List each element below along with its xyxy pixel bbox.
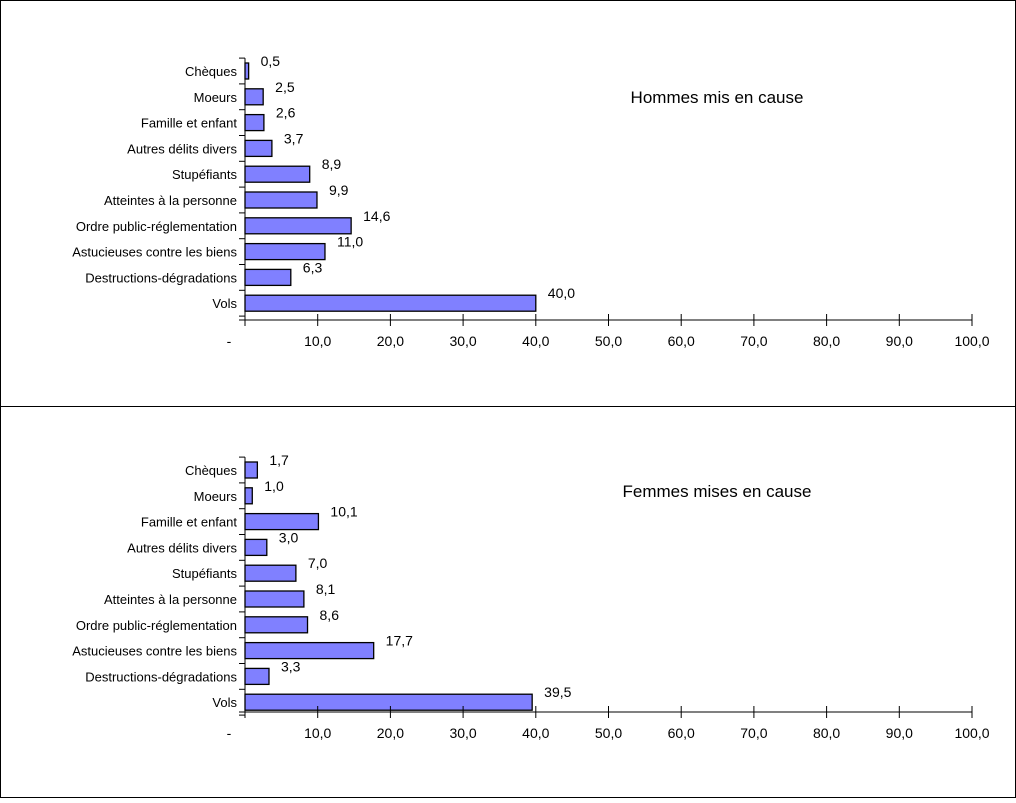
category-label: Destructions-dégradations <box>85 270 237 285</box>
x-tick-label: 100,0 <box>954 333 989 349</box>
category-label: Autres délits divers <box>127 141 237 156</box>
bar <box>244 217 352 235</box>
category-label: Autres délits divers <box>127 540 237 555</box>
data-label: 10,1 <box>330 504 357 520</box>
data-label: 8,6 <box>320 607 340 623</box>
bar <box>244 294 537 312</box>
bar <box>244 113 265 132</box>
x-tick-label: 70,0 <box>740 333 767 349</box>
bar <box>244 242 326 261</box>
bar <box>244 641 375 660</box>
x-tick-label: 50,0 <box>595 725 622 741</box>
bar <box>244 139 273 158</box>
data-label: 6,3 <box>303 259 323 275</box>
chart-2: Chèques 1,7 Moeurs 1,0 Famille et enfant 10,1… <box>72 452 989 741</box>
data-label: 0,5 <box>261 53 281 69</box>
category-label: Stupéfiants <box>172 566 238 581</box>
category-label: Vols <box>212 695 237 710</box>
bar <box>244 616 309 634</box>
bar <box>244 191 318 209</box>
category-label: Ordre public-réglementation <box>76 618 237 633</box>
bar <box>244 268 292 287</box>
data-label: 14,6 <box>363 208 390 224</box>
data-label: 39,5 <box>544 684 571 700</box>
category-label: Atteintes à la personne <box>104 193 237 208</box>
category-label: Chèques <box>185 463 238 478</box>
x-tick-label: 20,0 <box>377 725 404 741</box>
category-label: Astucieuses contre les biens <box>72 245 237 260</box>
data-label: 7,0 <box>308 555 328 571</box>
data-label: 17,7 <box>386 633 413 649</box>
category-label: Destructions-dégradations <box>85 669 237 684</box>
category-label: Chèques <box>185 64 238 79</box>
bar <box>244 165 311 183</box>
data-label: 1,7 <box>269 452 289 468</box>
x-tick-label: 90,0 <box>886 725 913 741</box>
data-label: 3,7 <box>284 130 304 146</box>
category-label: Ordre public-réglementation <box>76 219 237 234</box>
x-tick-label: 70,0 <box>740 725 767 741</box>
x-tick-label: 100,0 <box>954 725 989 741</box>
bar <box>244 667 270 686</box>
x-tick-label: 40,0 <box>522 725 549 741</box>
category-label: Atteintes à la personne <box>104 592 237 607</box>
x-tick-label: 30,0 <box>449 725 476 741</box>
category-label: Moeurs <box>194 90 238 105</box>
category-label: Vols <box>212 296 237 311</box>
data-label: 9,9 <box>329 182 349 198</box>
data-label: 1,0 <box>264 478 284 494</box>
x-tick-label: - <box>227 725 232 741</box>
bar <box>244 461 259 479</box>
bar <box>244 564 297 582</box>
x-tick-label: 80,0 <box>813 725 840 741</box>
x-tick-label: - <box>227 333 232 349</box>
x-tick-label: 80,0 <box>813 333 840 349</box>
category-label: Stupéfiants <box>172 167 238 182</box>
x-tick-label: 40,0 <box>522 333 549 349</box>
bar <box>244 512 320 531</box>
data-label: 8,9 <box>322 156 342 172</box>
category-label: Moeurs <box>194 489 238 504</box>
bar <box>244 88 264 106</box>
x-tick-label: 90,0 <box>886 333 913 349</box>
data-label: 3,0 <box>279 529 299 545</box>
data-label: 2,5 <box>275 79 295 95</box>
category-label: Famille et enfant <box>141 116 237 131</box>
bar <box>244 590 305 608</box>
bar <box>244 538 268 557</box>
bar <box>244 693 533 711</box>
category-label: Astucieuses contre les biens <box>72 644 237 659</box>
x-tick-label: 10,0 <box>304 725 331 741</box>
x-tick-label: 20,0 <box>377 333 404 349</box>
x-tick-label: 60,0 <box>668 333 695 349</box>
data-label: 11,0 <box>337 234 363 250</box>
x-tick-label: 10,0 <box>304 333 331 349</box>
data-label: 40,0 <box>548 285 575 301</box>
bar <box>244 487 253 505</box>
chart-1: Chèques 0,5 Moeurs 2,5 Famille et enfant 2,6 A… <box>72 53 989 349</box>
bar <box>244 62 250 80</box>
chart-annotation: Hommes mis en cause <box>631 88 804 107</box>
x-tick-label: 60,0 <box>668 725 695 741</box>
x-tick-label: 50,0 <box>595 333 622 349</box>
data-label: 8,1 <box>316 581 336 597</box>
chart-annotation: Femmes mises en cause <box>623 482 812 501</box>
data-label: 3,3 <box>281 658 301 674</box>
category-label: Famille et enfant <box>141 515 237 530</box>
x-tick-label: 30,0 <box>449 333 476 349</box>
data-label: 2,6 <box>276 105 296 121</box>
